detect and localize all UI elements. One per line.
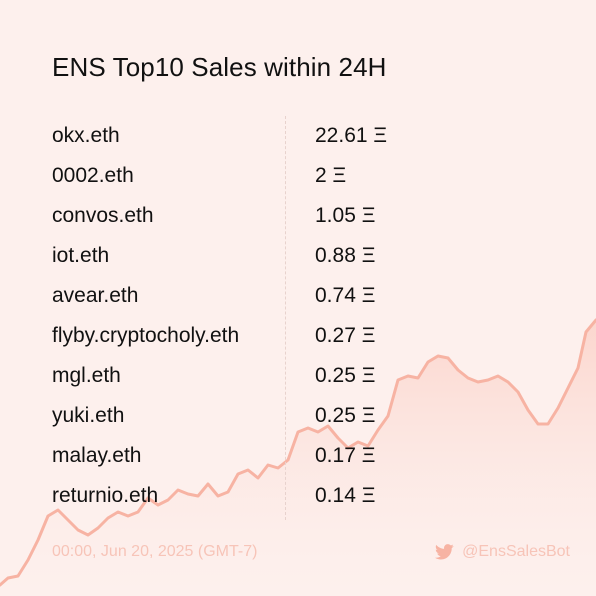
- domain-name: iot.eth: [52, 244, 110, 267]
- list-item: 0002.eth 2 Ξ: [52, 156, 552, 196]
- sale-price: 0.25 Ξ: [315, 364, 376, 387]
- sale-price: 1.05 Ξ: [315, 204, 376, 227]
- background-trend-line: [0, 318, 596, 587]
- list-item: okx.eth 22.61 Ξ: [52, 116, 552, 156]
- sale-price: 0.74 Ξ: [315, 284, 376, 307]
- sale-price: 0.14 Ξ: [315, 484, 376, 507]
- twitter-icon: [435, 544, 454, 560]
- list-item: malay.eth 0.17 Ξ: [52, 436, 552, 476]
- list-item: yuki.eth 0.25 Ξ: [52, 396, 552, 436]
- list-item: iot.eth 0.88 Ξ: [52, 236, 552, 276]
- bot-handle-link[interactable]: @EnsSalesBot: [435, 543, 570, 561]
- domain-name: returnio.eth: [52, 484, 159, 507]
- domain-name: 0002.eth: [52, 164, 134, 187]
- sale-price: 0.27 Ξ: [315, 324, 376, 347]
- sale-price: 0.25 Ξ: [315, 404, 376, 427]
- list-item: avear.eth 0.74 Ξ: [52, 276, 552, 316]
- sale-price: 2 Ξ: [315, 164, 347, 187]
- sales-list: okx.eth 22.61 Ξ 0002.eth 2 Ξ convos.eth …: [52, 116, 552, 516]
- list-item: convos.eth 1.05 Ξ: [52, 196, 552, 236]
- list-item: returnio.eth 0.14 Ξ: [52, 476, 552, 516]
- bot-handle-text: @EnsSalesBot: [462, 543, 570, 560]
- timestamp: 00:00, Jun 20, 2025 (GMT-7): [52, 543, 258, 560]
- column-divider: [285, 116, 286, 520]
- list-item: mgl.eth 0.25 Ξ: [52, 356, 552, 396]
- page-title: ENS Top10 Sales within 24H: [52, 52, 387, 82]
- domain-name: mgl.eth: [52, 364, 121, 387]
- sale-price: 0.88 Ξ: [315, 244, 376, 267]
- background-trend-area: [0, 320, 596, 596]
- domain-name: convos.eth: [52, 204, 154, 227]
- sale-price: 22.61 Ξ: [315, 124, 388, 147]
- domain-name: avear.eth: [52, 284, 139, 307]
- domain-name: okx.eth: [52, 124, 120, 147]
- domain-name: flyby.cryptocholy.eth: [52, 324, 240, 347]
- sale-price: 0.17 Ξ: [315, 444, 376, 467]
- list-item: flyby.cryptocholy.eth 0.27 Ξ: [52, 316, 552, 356]
- domain-name: malay.eth: [52, 444, 142, 467]
- domain-name: yuki.eth: [52, 404, 125, 427]
